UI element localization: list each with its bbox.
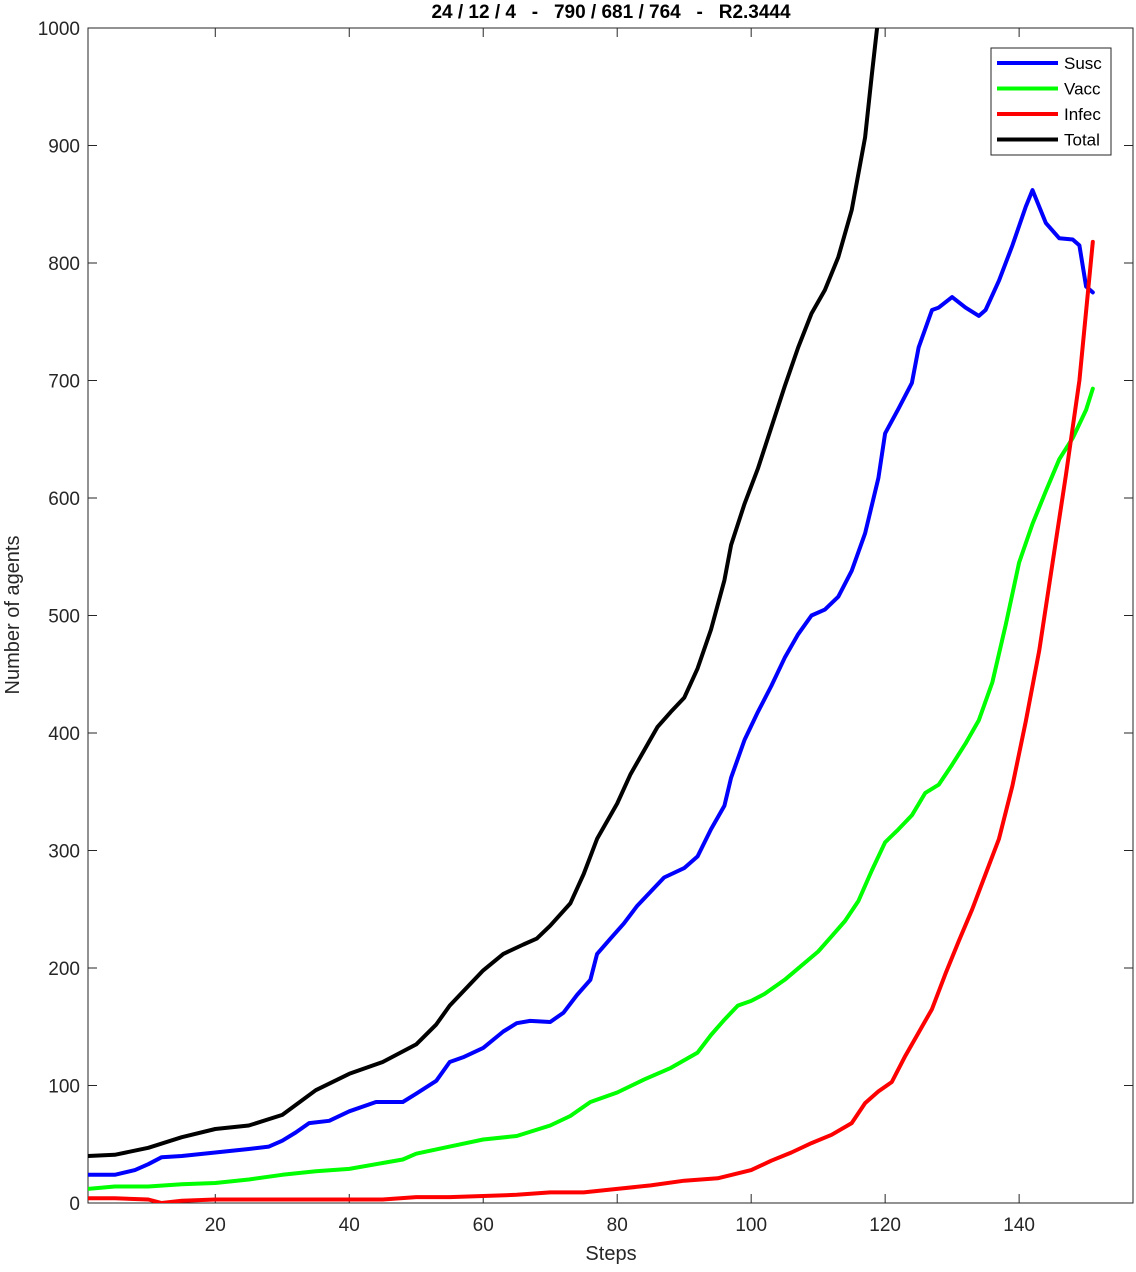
- y-tick-label: 1000: [38, 19, 80, 40]
- x-tick-label: 100: [735, 1215, 767, 1236]
- legend: Susc Vacc Infec Total: [990, 47, 1112, 156]
- y-tick-label: 700: [48, 372, 80, 393]
- y-tick-label: 400: [48, 724, 80, 745]
- chart-title: 24 / 12 / 4 - 790 / 681 / 764 - R2.3444: [431, 2, 791, 23]
- x-tick-label: 40: [339, 1215, 360, 1236]
- y-tick-label: 500: [48, 607, 80, 628]
- x-tick-label: 140: [1003, 1215, 1035, 1236]
- legend-label-infec: Infec: [1064, 105, 1101, 124]
- x-tick-label: 60: [473, 1215, 494, 1236]
- legend-label-total: Total: [1064, 131, 1100, 150]
- x-tick-label: 20: [205, 1215, 226, 1236]
- series-line-total: [88, 28, 880, 1158]
- legend-box: [990, 47, 1112, 156]
- y-tick-label: 200: [48, 959, 80, 980]
- series-line-infec: [88, 239, 1095, 1203]
- x-tick-label: 120: [869, 1215, 901, 1236]
- plot-area: [87, 27, 1134, 1204]
- x-axis-ticks: 20 40 60 80 100 120 140: [205, 28, 1035, 1236]
- y-axis-ticks: 0 100 200 300 400 500 600 700 800 900 1000: [38, 19, 1133, 1215]
- y-tick-label: 300: [48, 842, 80, 863]
- x-axis-title: Steps: [585, 1243, 636, 1265]
- y-tick-label: 100: [48, 1077, 80, 1098]
- series-lines: [88, 28, 1095, 1203]
- series-line-vacc: [88, 386, 1095, 1191]
- y-axis-title: Number of agents: [2, 536, 24, 695]
- x-tick-label: 80: [607, 1215, 628, 1236]
- series-line-susc: [88, 188, 1095, 1177]
- y-tick-label: 600: [48, 489, 80, 510]
- legend-label-vacc: Vacc: [1064, 80, 1101, 99]
- legend-label-susc: Susc: [1064, 54, 1102, 73]
- y-tick-label: 900: [48, 137, 80, 158]
- y-tick-label: 800: [48, 254, 80, 275]
- y-tick-label: 0: [69, 1194, 80, 1215]
